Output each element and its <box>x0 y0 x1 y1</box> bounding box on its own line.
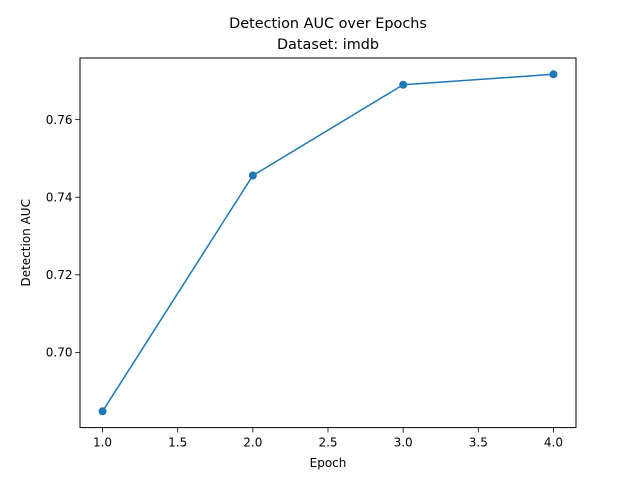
data-point-marker <box>248 171 257 180</box>
x-tick-label: 4.0 <box>544 436 563 450</box>
x-axis-ticks: 1.0 1.5 2.0 2.5 3.0 3.5 4.0 <box>93 427 563 450</box>
data-point-marker <box>98 407 107 416</box>
x-tick-label: 2.0 <box>243 436 262 450</box>
x-tick-label: 3.0 <box>394 436 413 450</box>
x-axis-label: Epoch <box>310 456 347 470</box>
x-tick-label: 2.5 <box>318 436 337 450</box>
y-tick-label: 0.72 <box>46 268 73 282</box>
chart-subtitle: Dataset: imdb <box>277 37 379 53</box>
y-tick-label: 0.76 <box>46 113 73 127</box>
y-axis-ticks: 0.70 0.72 0.74 0.76 <box>46 113 80 360</box>
x-tick-label: 3.5 <box>469 436 488 450</box>
x-tick-label: 1.0 <box>93 436 112 450</box>
plot-series <box>98 70 558 416</box>
y-axis-label: Detection AUC <box>19 199 33 286</box>
data-point-marker <box>399 80 408 89</box>
x-tick-label: 1.5 <box>168 436 187 450</box>
plot-area-frame <box>79 57 577 429</box>
y-tick-label: 0.70 <box>46 346 73 360</box>
series-line <box>101 73 554 412</box>
y-tick-label: 0.74 <box>46 191 73 205</box>
data-point-marker <box>549 70 558 79</box>
chart-title: Detection AUC over Epochs <box>229 16 427 32</box>
